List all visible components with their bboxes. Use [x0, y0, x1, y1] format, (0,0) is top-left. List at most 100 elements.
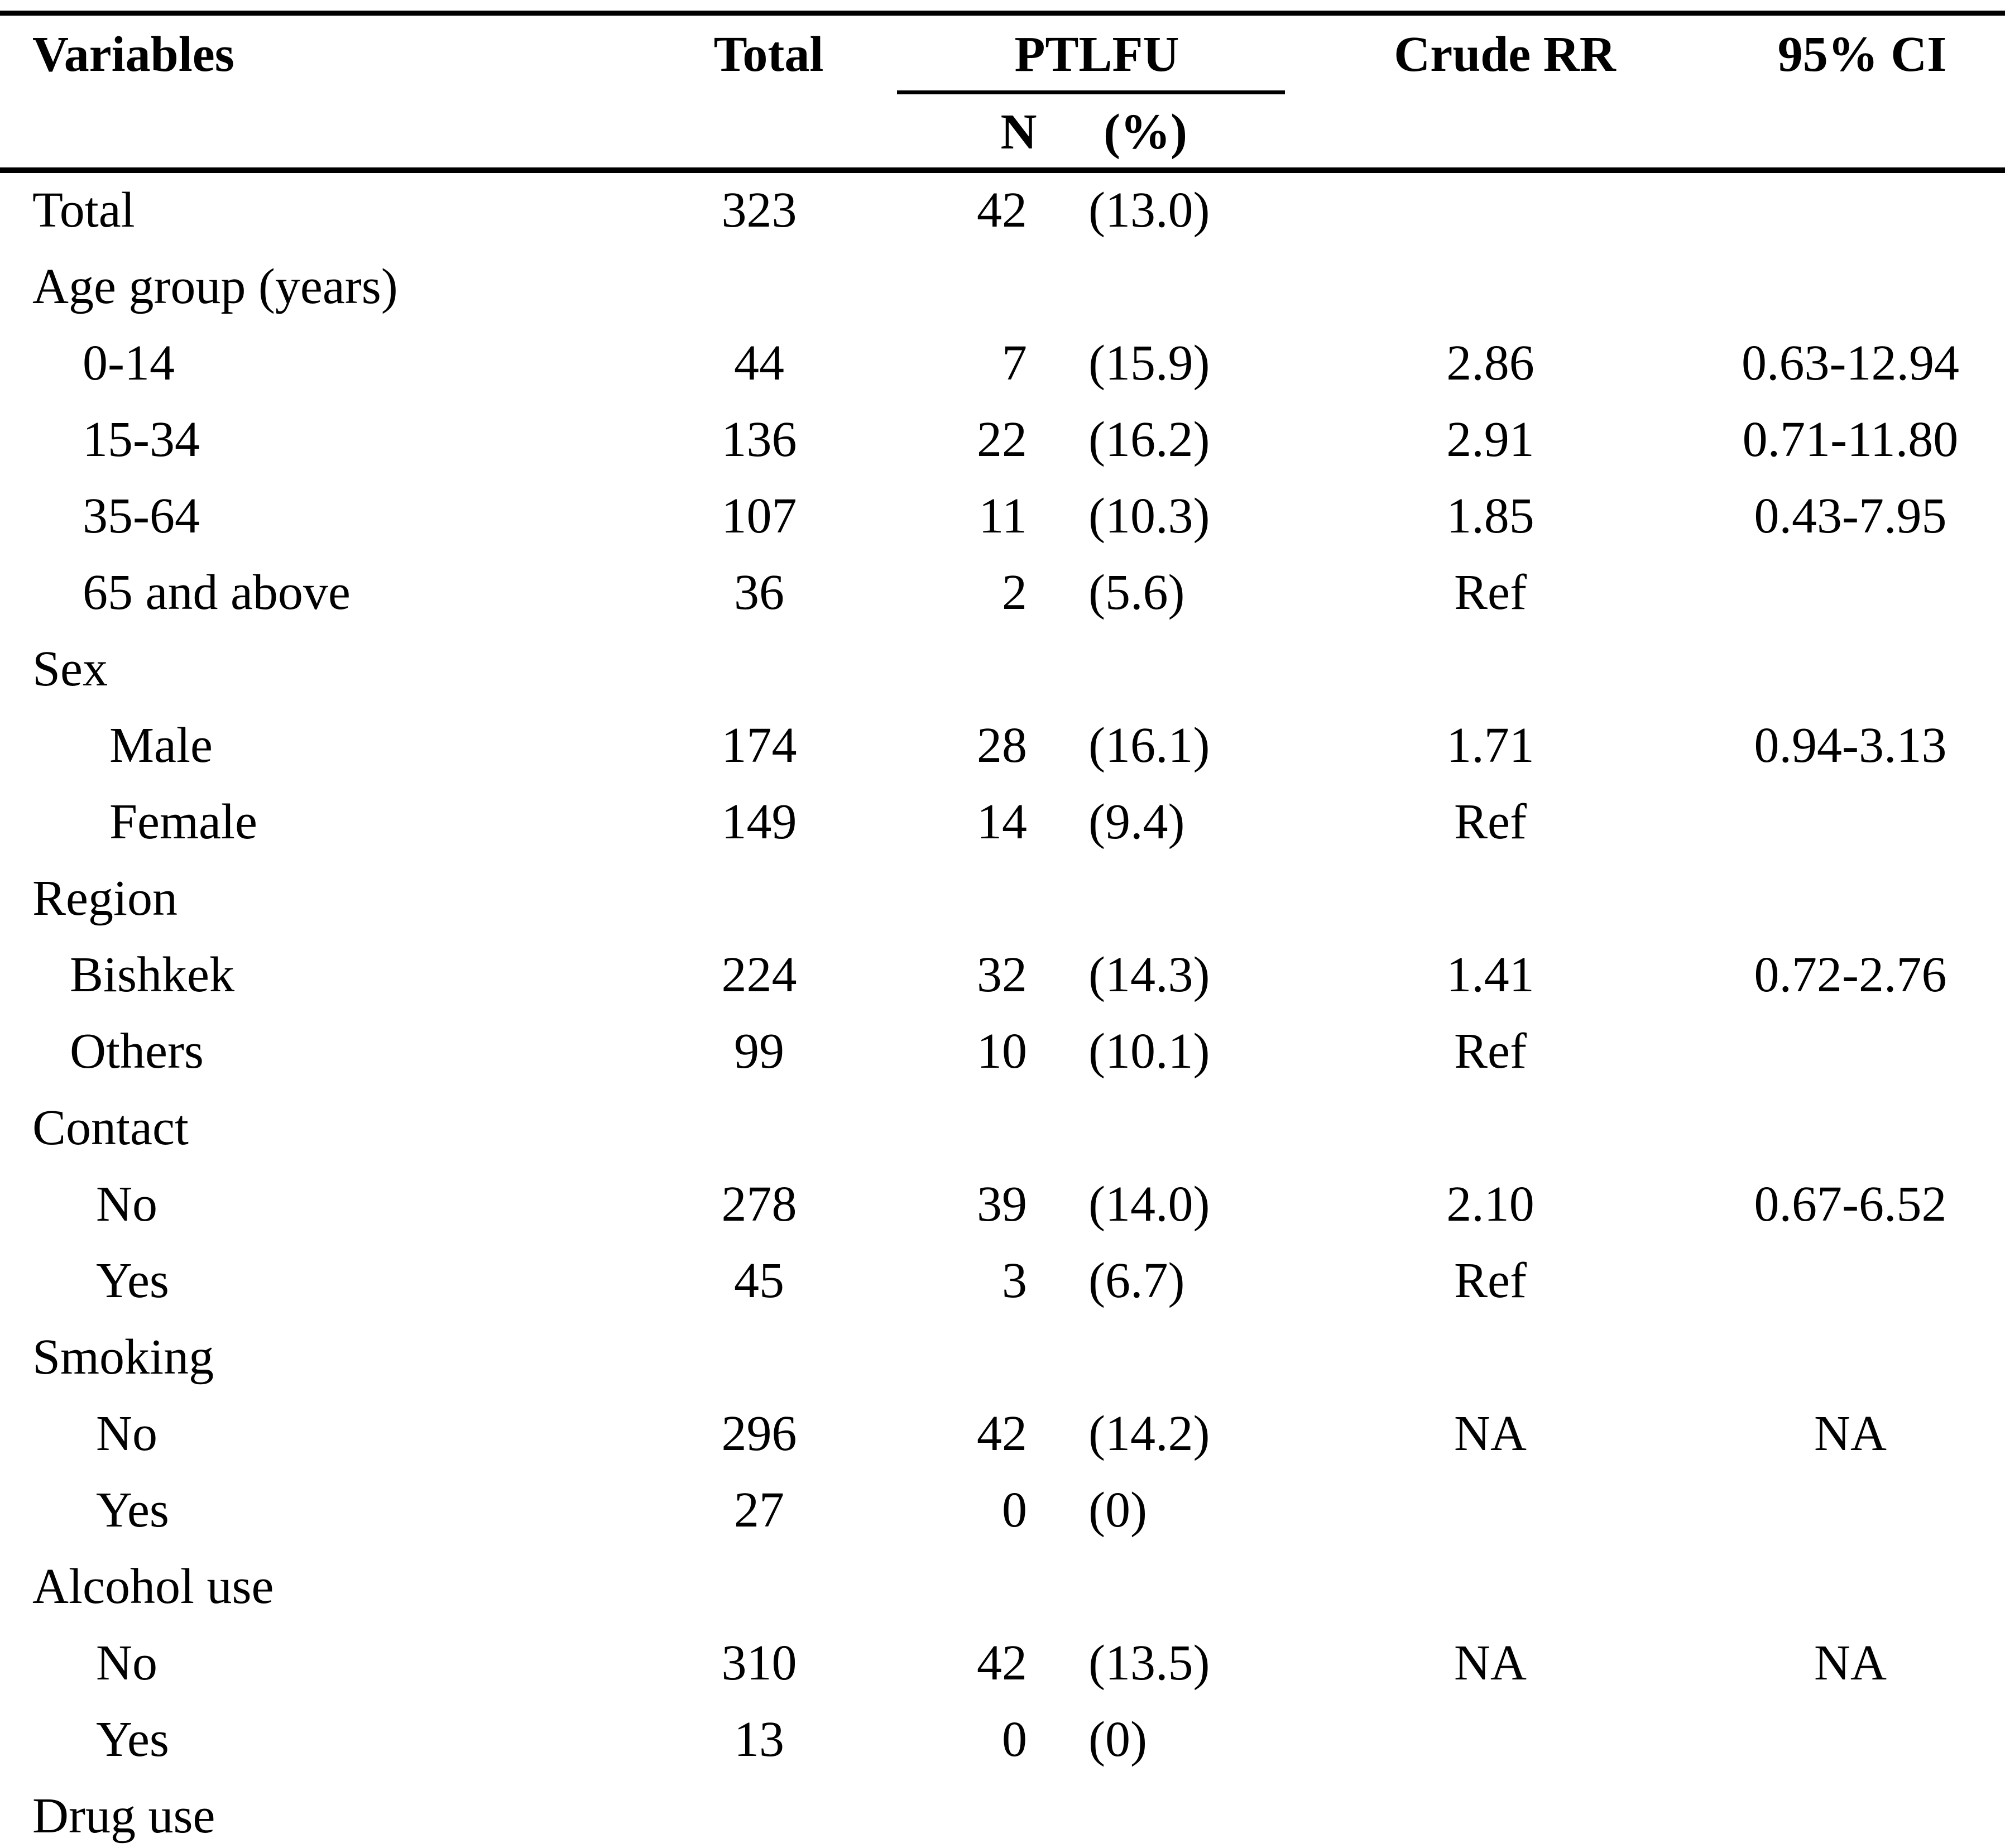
cell-95ci [1691, 554, 2005, 631]
cell-total: 136 [721, 412, 797, 467]
cell-95ci: 0.71-11.80 [1742, 412, 1959, 467]
cell-ptlfu-percent: (10.1) [1088, 1024, 1210, 1079]
cell-total: 44 [734, 335, 784, 391]
row-label: Region [32, 871, 178, 926]
cell-total [647, 1089, 871, 1166]
table-row: Female 149 14 (9.4) Ref [0, 784, 2005, 860]
table-row: Total 323 42 (13.0) [0, 172, 2005, 248]
cell-crude-rr: NA [1454, 1406, 1527, 1461]
cell-crude-rr [1356, 1319, 1624, 1395]
cell-ptlfu-n: 42 [977, 1406, 1027, 1461]
cell-ptlfu-n [888, 1319, 1027, 1395]
cell-total [647, 1319, 871, 1395]
cell-95ci [1691, 784, 2005, 860]
row-label: No [96, 1635, 157, 1691]
cell-ptlfu-percent [1088, 1089, 1379, 1166]
cell-crude-rr: 2.91 [1446, 412, 1534, 467]
table-row: 65 and above 36 2 (5.6) Ref [0, 554, 2005, 631]
cell-ptlfu-percent: (13.5) [1088, 1635, 1210, 1691]
cell-crude-rr: 1.41 [1446, 947, 1534, 1002]
cell-95ci [1691, 1319, 2005, 1395]
row-label: Drug use [32, 1788, 215, 1844]
row-label: Bishkek [70, 947, 235, 1002]
cell-total: 99 [734, 1024, 784, 1079]
cell-total: 45 [734, 1253, 784, 1308]
cell-crude-rr: Ref [1454, 1253, 1527, 1308]
cell-crude-rr: 1.71 [1446, 718, 1534, 773]
column-header-variables: Variables [32, 27, 234, 82]
cell-ptlfu-n: 28 [977, 718, 1027, 773]
cell-ptlfu-n: 3 [1002, 1253, 1027, 1308]
cell-ptlfu-percent: (14.2) [1088, 1406, 1210, 1461]
row-label: Male [109, 718, 213, 773]
column-header-95ci: 95% CI [1777, 27, 1947, 82]
table-row: Others 99 10 (10.1) Ref [0, 1013, 2005, 1089]
cell-total: 13 [734, 1712, 784, 1767]
cell-ptlfu-percent: (16.1) [1088, 718, 1210, 773]
cell-95ci: 0.72-2.76 [1754, 947, 1947, 1002]
table-row: 15-34 136 22 (16.2) 2.91 0.71-11.80 [0, 401, 2005, 478]
cell-crude-rr [1356, 1548, 1624, 1625]
cell-ptlfu-n: 14 [977, 794, 1027, 849]
cell-total: 224 [721, 947, 797, 1002]
cell-crude-rr [1356, 1701, 1624, 1778]
cell-ptlfu-percent [1088, 1319, 1379, 1395]
cell-ptlfu-n: 42 [977, 1635, 1027, 1691]
row-label: Yes [96, 1712, 169, 1767]
column-header-total: Total [713, 27, 824, 82]
cell-crude-rr [1356, 248, 1624, 325]
cell-95ci [1691, 1472, 2005, 1548]
cell-total: 107 [721, 488, 797, 544]
cell-95ci: 0.43-7.95 [1754, 488, 1947, 544]
cell-ptlfu-percent: (5.6) [1088, 565, 1185, 620]
table-row: No 296 42 (14.2) NA NA [0, 1395, 2005, 1472]
row-label: 65 and above [83, 565, 351, 620]
cell-ptlfu-n [888, 631, 1027, 707]
row-label: 0-14 [83, 335, 175, 391]
cell-95ci [1691, 1701, 2005, 1778]
column-header-ptlfu: PTLFU [1014, 27, 1179, 82]
cell-95ci [1691, 172, 2005, 248]
cell-95ci: 0.63-12.94 [1742, 335, 1959, 391]
cell-ptlfu-n: 39 [977, 1177, 1027, 1232]
cell-total: 296 [721, 1406, 797, 1461]
table-row: No 278 39 (14.0) 2.10 0.67-6.52 [0, 1166, 2005, 1242]
row-label: No [96, 1177, 157, 1232]
row-label: Others [70, 1024, 204, 1079]
cell-ptlfu-percent: (14.0) [1088, 1177, 1210, 1232]
header-bottom-rule [0, 167, 2005, 173]
cell-total [647, 860, 871, 937]
cell-total [647, 1778, 871, 1848]
cell-crude-rr: Ref [1454, 565, 1527, 620]
table-row: Bishkek 224 32 (14.3) 1.41 0.72-2.76 [0, 937, 2005, 1013]
cell-ptlfu-n: 10 [977, 1024, 1027, 1079]
cell-ptlfu-n: 0 [1002, 1482, 1027, 1538]
table-row: No 310 42 (13.5) NA NA [0, 1625, 2005, 1701]
cell-ptlfu-n [888, 1548, 1027, 1625]
cell-ptlfu-percent: (6.7) [1088, 1253, 1185, 1308]
cell-ptlfu-percent [1088, 1548, 1379, 1625]
cell-ptlfu-n [888, 1089, 1027, 1166]
row-label: Alcohol use [32, 1559, 274, 1614]
cell-total: 149 [721, 794, 797, 849]
table-row: Male 174 28 (16.1) 1.71 0.94-3.13 [0, 707, 2005, 784]
row-label: Total [32, 183, 135, 238]
cell-95ci [1691, 860, 2005, 937]
cell-crude-rr: 2.86 [1446, 335, 1534, 391]
cell-ptlfu-percent: (0) [1088, 1482, 1147, 1538]
cell-ptlfu-n: 22 [977, 412, 1027, 467]
cell-95ci [1691, 1242, 2005, 1319]
cell-crude-rr: NA [1454, 1635, 1527, 1691]
cell-total: 323 [721, 183, 797, 238]
row-label: Age group (years) [32, 259, 398, 314]
cell-total: 27 [734, 1482, 784, 1538]
cell-total [647, 248, 871, 325]
cell-ptlfu-n: 7 [1002, 335, 1027, 391]
table-row: Smoking [0, 1319, 2005, 1395]
cell-ptlfu-percent: (13.0) [1088, 183, 1210, 238]
cell-crude-rr [1356, 860, 1624, 937]
cell-95ci [1691, 1778, 2005, 1848]
table-row: Alcohol use [0, 1548, 2005, 1625]
cell-total: 310 [721, 1635, 797, 1691]
cell-crude-rr: 2.10 [1446, 1177, 1534, 1232]
